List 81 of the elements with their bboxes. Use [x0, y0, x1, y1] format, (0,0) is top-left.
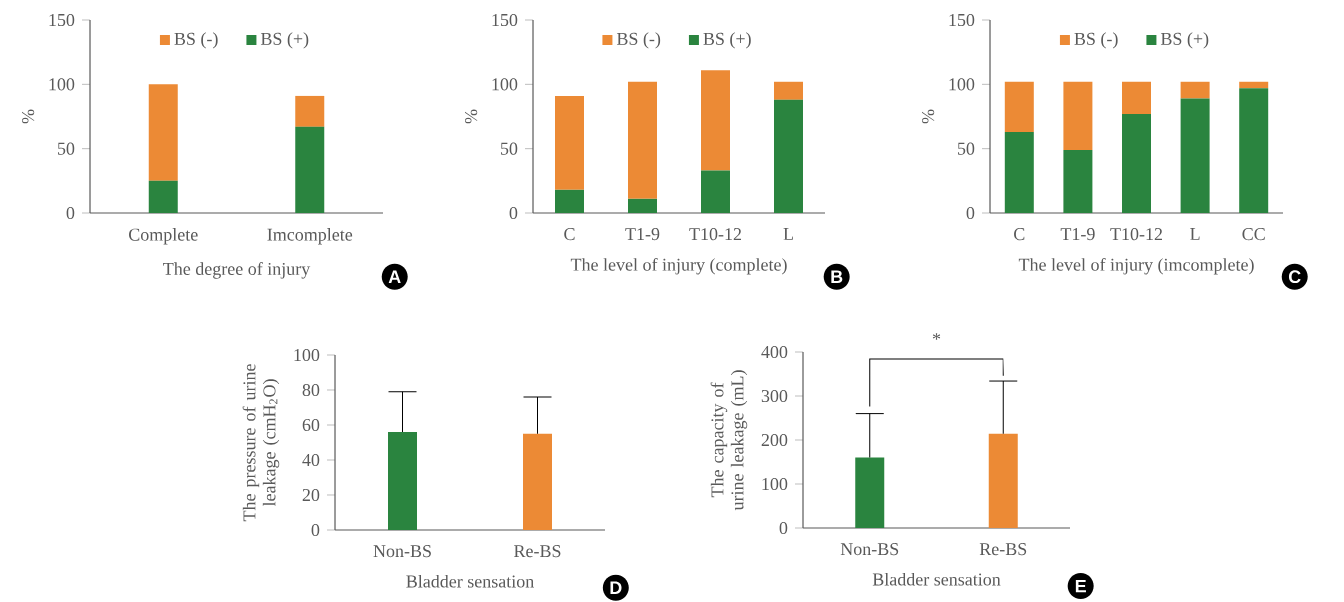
- text: A: [388, 270, 401, 283]
- y-axis-title: %: [921, 109, 935, 124]
- y-axis-title: The capacity of urine leakage (mL): [710, 370, 748, 511]
- legend-label: BS (+): [1160, 32, 1209, 49]
- y-tick-label: 100: [762, 477, 788, 491]
- legend-label: BS (+): [260, 32, 309, 49]
- text: B: [831, 270, 843, 283]
- x-tick-label: Non-BS: [840, 543, 899, 556]
- x-tick-label: L: [783, 228, 793, 240]
- y-tick-label: 0: [66, 206, 75, 220]
- bar: [1122, 113, 1151, 213]
- y-tick-label: 0: [779, 521, 788, 535]
- x-tick-label: C: [564, 228, 575, 241]
- y-tick-label: 100: [294, 348, 320, 362]
- bar: [1004, 131, 1034, 213]
- bar: [555, 95, 584, 190]
- bar: [628, 81, 657, 199]
- x-tick-label: T10-12: [689, 228, 741, 241]
- y-tick-label: 100: [949, 78, 975, 91]
- bar: [295, 95, 325, 127]
- y-tick-label: 50: [57, 142, 75, 155]
- bar: [1004, 81, 1034, 132]
- text: D: [610, 581, 622, 594]
- y-axis-title: %: [21, 109, 35, 124]
- bar: [148, 84, 178, 181]
- bar: [1239, 88, 1269, 213]
- y-tick-label: 20: [302, 488, 320, 502]
- y-tick-label: 400: [761, 345, 788, 359]
- x-tick-label: Non-BS: [373, 545, 431, 558]
- bar: [295, 126, 325, 213]
- bar: [1122, 81, 1151, 114]
- x-tick-label: T1-9: [625, 228, 660, 241]
- y-tick-label: 50: [957, 142, 975, 155]
- bar: [774, 81, 803, 100]
- y-tick-label: 0: [311, 523, 320, 537]
- bar: [628, 198, 657, 213]
- legend-label: BS (-): [616, 32, 661, 49]
- x-axis-title: The level of injury (complete): [570, 257, 787, 275]
- x-tick-label: Re-BS: [979, 543, 1027, 556]
- y-tick-label: 40: [302, 453, 320, 467]
- y-tick-label: 200: [761, 433, 788, 447]
- y-tick-label: 60: [302, 418, 320, 432]
- x-axis-title: Bladder sensation: [872, 572, 1001, 586]
- y-tick-label: 0: [509, 206, 518, 220]
- y-tick-label: 100: [492, 78, 518, 91]
- x-tick-label: Re-BS: [514, 545, 561, 558]
- legend-label: BS (-): [174, 32, 218, 49]
- x-tick-label: T10-12: [1110, 228, 1162, 241]
- y-tick-label: 150: [49, 13, 75, 27]
- legend-label: BS (+): [703, 32, 751, 49]
- y-tick-label: 0: [966, 206, 975, 220]
- y-tick-label: 150: [492, 13, 518, 27]
- x-tick-label: Complete: [129, 228, 198, 245]
- text: *: [932, 333, 941, 340]
- x-tick-label: CC: [1242, 228, 1265, 241]
- y-axis-title: %: [464, 109, 478, 124]
- bar: [1063, 81, 1093, 150]
- bar: [1180, 81, 1210, 99]
- bar: [701, 70, 730, 171]
- x-axis-title: The degree of injury: [163, 262, 311, 279]
- y-tick-label: 300: [761, 389, 788, 403]
- legend-label: BS (-): [1074, 32, 1118, 49]
- text: C: [1288, 270, 1301, 284]
- x-tick-label: Imcomplete: [267, 228, 353, 245]
- bar: [555, 189, 584, 213]
- bar: [1063, 149, 1093, 213]
- y-tick-label: 150: [949, 13, 975, 27]
- x-axis-title: Bladder sensation: [406, 574, 534, 588]
- bar: [701, 170, 730, 213]
- x-tick-label: T1-9: [1060, 228, 1095, 241]
- x-axis-title: The level of injury (imcomplete): [1018, 257, 1254, 275]
- x-tick-label: L: [1190, 228, 1200, 240]
- text: E: [1075, 579, 1086, 593]
- x-tick-label: C: [1014, 228, 1025, 241]
- bar: [148, 180, 178, 213]
- y-tick-label: 80: [302, 383, 320, 397]
- bar: [1239, 81, 1269, 89]
- y-tick-label: 50: [500, 142, 518, 155]
- bar: [1180, 98, 1210, 213]
- y-tick-label: 100: [49, 78, 75, 91]
- bar: [774, 99, 803, 213]
